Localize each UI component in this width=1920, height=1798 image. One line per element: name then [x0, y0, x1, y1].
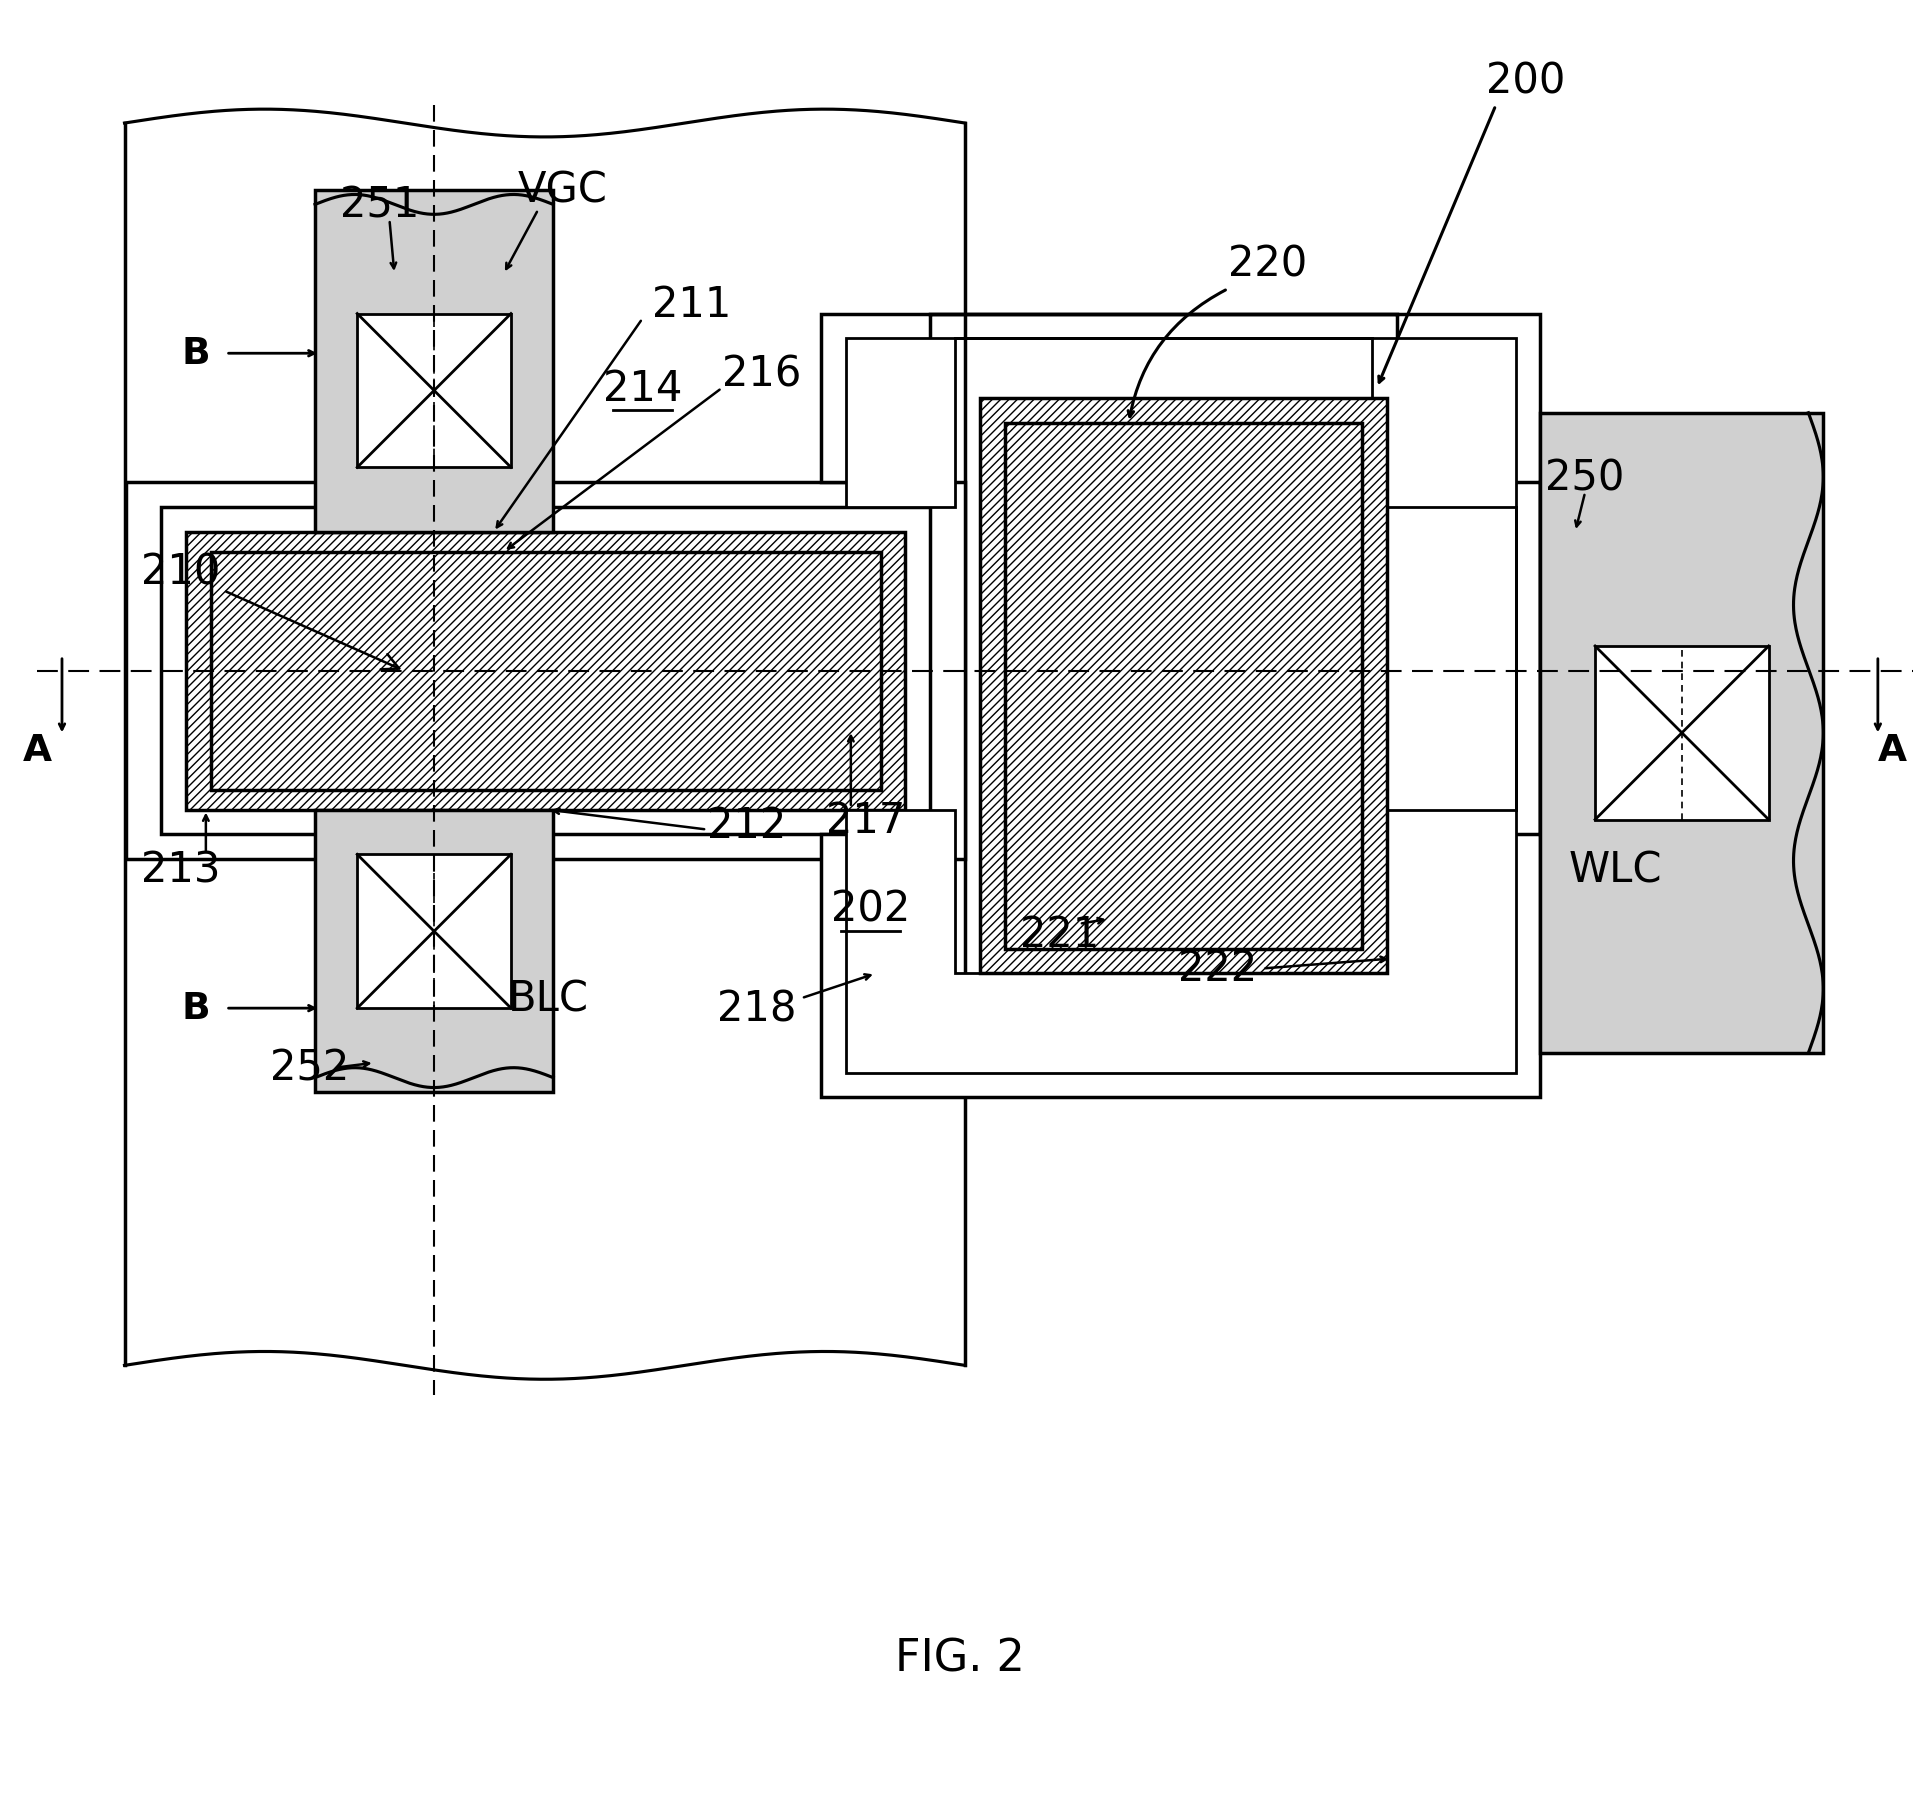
Polygon shape — [847, 340, 1515, 1073]
Text: BLC: BLC — [507, 978, 589, 1019]
Text: 218: 218 — [716, 987, 797, 1030]
Text: B: B — [182, 336, 211, 372]
Text: 200: 200 — [1486, 61, 1565, 102]
Bar — [357, 854, 511, 1009]
Text: 214: 214 — [603, 369, 682, 410]
Text: 210: 210 — [142, 552, 399, 671]
Bar — [357, 315, 511, 467]
Bar — [315, 191, 553, 532]
Text: 252: 252 — [271, 1046, 349, 1090]
Text: A: A — [23, 734, 52, 770]
Bar — [1004, 424, 1361, 949]
Bar — [211, 552, 881, 791]
Text: 217: 217 — [826, 798, 906, 841]
Bar — [315, 811, 553, 1093]
Text: VGC: VGC — [518, 169, 609, 212]
Polygon shape — [822, 315, 1540, 1099]
Text: B: B — [182, 991, 211, 1027]
Bar — [1004, 424, 1361, 949]
Text: FIG. 2: FIG. 2 — [895, 1636, 1025, 1679]
Bar — [979, 399, 1386, 975]
Text: 216: 216 — [722, 352, 801, 396]
Text: 202: 202 — [831, 888, 910, 930]
Text: 220: 220 — [1229, 245, 1308, 286]
Bar — [1596, 647, 1768, 820]
Text: 211: 211 — [653, 284, 732, 325]
Bar — [127, 484, 966, 859]
Bar — [186, 532, 906, 811]
Text: 222: 222 — [1179, 948, 1258, 991]
Bar — [1540, 414, 1824, 1054]
Text: 212: 212 — [707, 804, 787, 847]
Text: 251: 251 — [340, 185, 419, 227]
Text: WLC: WLC — [1569, 849, 1661, 890]
Text: 213: 213 — [142, 849, 221, 890]
Text: A: A — [1878, 734, 1907, 770]
Bar — [161, 507, 929, 834]
Text: 250: 250 — [1546, 457, 1624, 500]
Text: 221: 221 — [1020, 913, 1098, 955]
